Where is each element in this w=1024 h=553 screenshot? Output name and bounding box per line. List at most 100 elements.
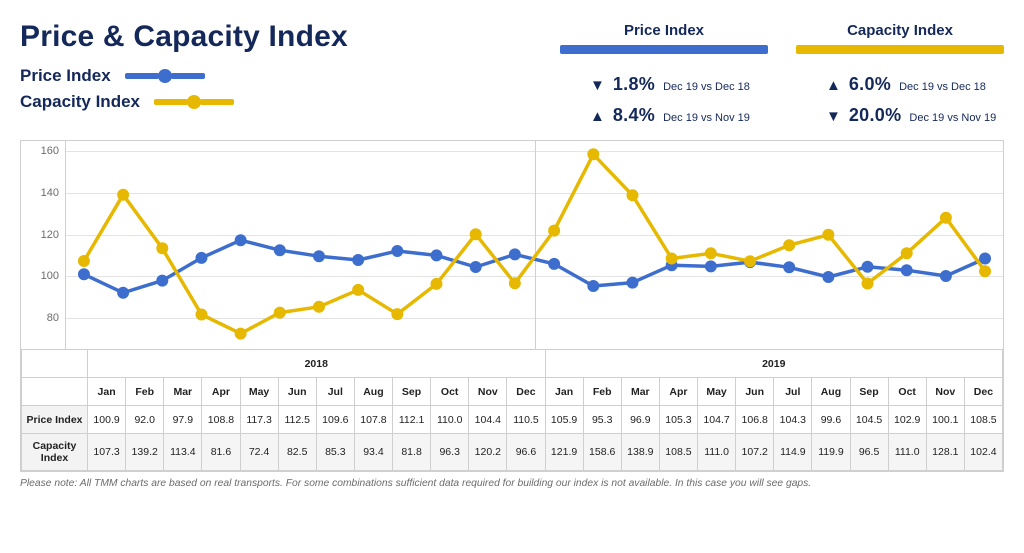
table-cell: 110.0 <box>431 406 469 434</box>
series-marker <box>549 258 560 269</box>
stats-price-lines: ▼1.8%Dec 19 vs Dec 18▲8.4%Dec 19 vs Nov … <box>560 74 768 126</box>
table-year-header: 2018 <box>88 350 546 378</box>
table-cell: 128.1 <box>926 434 964 471</box>
series-marker <box>274 245 285 256</box>
stat-compare: Dec 19 vs Nov 19 <box>909 112 996 124</box>
series-marker <box>157 243 168 254</box>
line-icon <box>154 99 188 105</box>
table-month-header: May <box>240 378 278 406</box>
table-row: Price Index100.992.097.9108.8117.3112.51… <box>22 406 1003 434</box>
series-marker <box>392 246 403 257</box>
series-marker <box>235 328 246 339</box>
y-tick-label: 80 <box>47 312 59 324</box>
footnote: Please note: All TMM charts are based on… <box>20 478 1004 489</box>
series-marker <box>588 149 599 160</box>
series-marker <box>314 301 325 312</box>
table-month-header: Jun <box>736 378 774 406</box>
table-month-header: Jul <box>774 378 812 406</box>
series-marker <box>157 275 168 286</box>
series-marker <box>980 266 991 277</box>
table-cell: 92.0 <box>126 406 164 434</box>
series-marker <box>823 272 834 283</box>
table-cell: 138.9 <box>621 434 659 471</box>
stat-compare: Dec 19 vs Dec 18 <box>663 81 750 93</box>
table-cell: 107.3 <box>88 434 126 471</box>
table-cell: 117.3 <box>240 406 278 434</box>
table-month-header: Aug <box>812 378 850 406</box>
series-marker <box>666 253 677 264</box>
table-month-header: Mar <box>621 378 659 406</box>
table-month-header: Oct <box>888 378 926 406</box>
table-month-header: Mar <box>164 378 202 406</box>
table-cell: 95.3 <box>583 406 621 434</box>
table-cell: 97.9 <box>164 406 202 434</box>
series-marker <box>118 287 129 298</box>
series-marker <box>549 225 560 236</box>
table-cell: 96.3 <box>431 434 469 471</box>
series-marker <box>392 309 403 320</box>
title-block: Price & Capacity Index Price Index Capac… <box>20 20 560 126</box>
series-marker <box>627 277 638 288</box>
series-marker <box>705 261 716 272</box>
table-cell: 93.4 <box>354 434 392 471</box>
table-corner <box>22 378 88 406</box>
table-year-header: 2019 <box>545 350 1003 378</box>
table-month-header: Aug <box>354 378 392 406</box>
table-cell: 107.2 <box>736 434 774 471</box>
trend-arrow-icon: ▼ <box>826 108 841 125</box>
stats-capacity-head: Capacity Index <box>796 22 1004 54</box>
plot-area <box>65 141 1003 349</box>
series-marker <box>470 262 481 273</box>
stat-line: ▼1.8%Dec 19 vs Dec 18 <box>560 74 768 95</box>
page-title: Price & Capacity Index <box>20 20 560 54</box>
legend-price-label: Price Index <box>20 66 111 86</box>
table-month-header: Nov <box>926 378 964 406</box>
trend-arrow-icon: ▲ <box>590 108 605 125</box>
series-marker <box>353 284 364 295</box>
series-marker <box>274 307 285 318</box>
series-marker <box>509 249 520 260</box>
page: Price & Capacity Index Price Index Capac… <box>0 0 1024 553</box>
line-icon <box>125 73 159 79</box>
series-marker <box>784 262 795 273</box>
series-marker <box>431 250 442 261</box>
table-cell: 107.8 <box>354 406 392 434</box>
table-month-header: Apr <box>202 378 240 406</box>
series-marker <box>118 189 129 200</box>
stat-compare: Dec 19 vs Dec 18 <box>899 81 986 93</box>
legend-capacity: Capacity Index <box>20 92 560 112</box>
table-row: Capacity Index107.3139.2113.481.672.482.… <box>22 434 1003 471</box>
table-cell: 100.9 <box>88 406 126 434</box>
chart-inner: 80100120140160 <box>21 141 1003 349</box>
table-cell: 81.8 <box>393 434 431 471</box>
series-marker <box>314 251 325 262</box>
line-icon <box>171 73 205 79</box>
table-cell: 106.8 <box>736 406 774 434</box>
table-cell: 96.5 <box>850 434 888 471</box>
series-marker <box>470 229 481 240</box>
series-line <box>84 240 985 293</box>
stat-percent: 20.0% <box>849 105 902 126</box>
table-cell: 114.9 <box>774 434 812 471</box>
marker-dot-icon <box>187 95 201 109</box>
table-cell: 100.1 <box>926 406 964 434</box>
underline-bar-icon <box>796 45 1004 54</box>
series-marker <box>235 235 246 246</box>
table-cell: 72.4 <box>240 434 278 471</box>
y-axis: 80100120140160 <box>21 141 65 349</box>
legend-price-mark <box>125 69 205 83</box>
legend-capacity-label: Capacity Index <box>20 92 140 112</box>
y-tick-label: 160 <box>41 145 59 157</box>
table-month-header: Jun <box>278 378 316 406</box>
stat-percent: 1.8% <box>613 74 655 95</box>
stats-price-heading: Price Index <box>560 22 768 39</box>
underline-bar-icon <box>560 45 768 54</box>
table-cell: 102.4 <box>964 434 1002 471</box>
table-cell: 96.6 <box>507 434 545 471</box>
series-marker <box>940 271 951 282</box>
table-cell: 82.5 <box>278 434 316 471</box>
series-marker <box>78 256 89 267</box>
table-cell: 104.7 <box>698 406 736 434</box>
legend-capacity-mark <box>154 95 234 109</box>
header-block: Price & Capacity Index Price Index Capac… <box>20 20 1004 126</box>
